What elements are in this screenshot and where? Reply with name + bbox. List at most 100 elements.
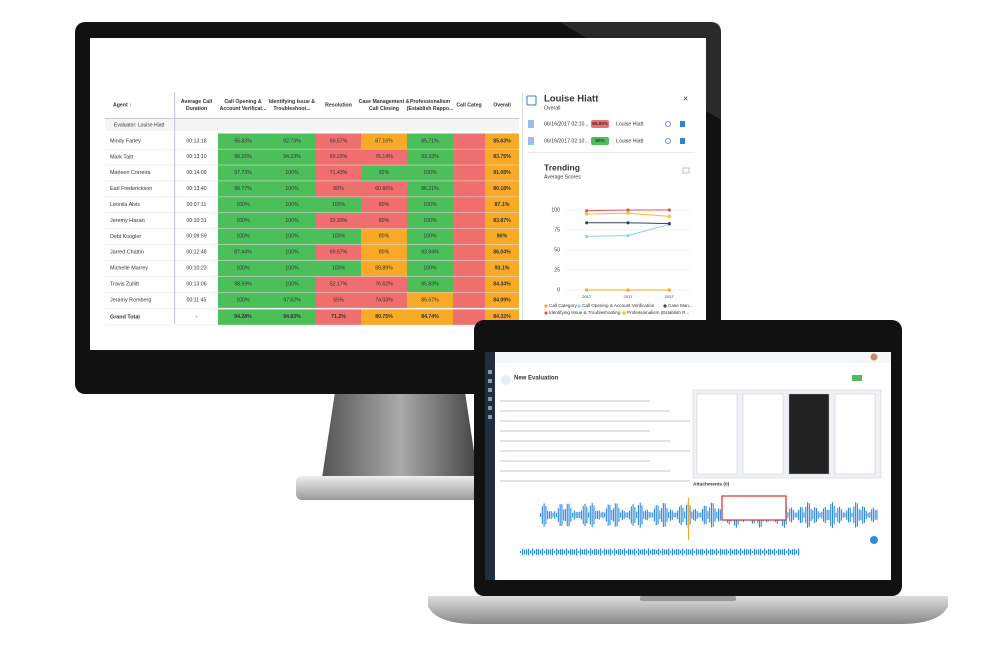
- waveform-bar: [671, 510, 673, 520]
- waveform-bar: [664, 503, 666, 527]
- score-cell: [485, 165, 519, 181]
- panel-rule: [527, 152, 695, 153]
- score-text: 86.21%: [421, 186, 439, 192]
- waveform-bar: [589, 505, 591, 525]
- mini-wave: [762, 550, 764, 554]
- waveform-bar: [616, 503, 618, 527]
- laptop-app: New Evaluation Attachments (0): [485, 352, 891, 580]
- waveform-bar: [563, 509, 565, 521]
- row-rule: [105, 324, 519, 326]
- mini-wave: [616, 549, 618, 555]
- mini-wave: [788, 548, 790, 556]
- agent-name: Earl Frederickson: [110, 186, 152, 192]
- playhead: [688, 498, 689, 540]
- overall-score: 91.08%: [493, 170, 511, 176]
- mini-wave: [636, 550, 638, 554]
- save-button[interactable]: [852, 375, 862, 381]
- waveform-bar: [666, 508, 668, 522]
- laptop-title: New Evaluation: [514, 376, 559, 382]
- waveform-bar: [668, 512, 670, 518]
- eval-chart-icon[interactable]: [680, 121, 685, 127]
- eval-view[interactable]: [665, 138, 671, 144]
- call-duration: 00:14:09: [186, 170, 206, 176]
- mini-wave: [632, 549, 634, 555]
- score-text: 69.57%: [330, 250, 348, 256]
- score-cell: [485, 181, 519, 197]
- app-topbar: [495, 352, 891, 363]
- score-cell: [361, 197, 407, 213]
- score-text: 93.94%: [421, 250, 439, 256]
- score-cell: [361, 165, 407, 181]
- chart-menu[interactable]: [682, 167, 690, 174]
- column-header: Case Management &: [359, 99, 410, 105]
- mini-wave: [540, 549, 542, 555]
- score-text: 96.77%: [234, 186, 252, 192]
- waveform-bar: [680, 504, 682, 526]
- agent-name: Grand Total: [110, 314, 140, 320]
- score-text: 100%: [285, 202, 299, 208]
- waveform-bar: [655, 505, 657, 525]
- mini-wave: [552, 548, 554, 556]
- column-header: Agent ↑: [113, 102, 132, 108]
- score-cell: [485, 133, 519, 149]
- mini-wave: [748, 549, 750, 555]
- mini-wave: [638, 548, 640, 556]
- mini-wave: [724, 549, 726, 555]
- mini-wave: [776, 550, 778, 554]
- overall-score: 80.18%: [493, 186, 511, 192]
- mini-wave: [704, 550, 706, 554]
- mini-wave: [642, 549, 644, 555]
- waveform-bar: [625, 512, 627, 518]
- score-cell: [218, 165, 268, 181]
- agent-name: Marleen Correira: [110, 170, 150, 176]
- call-duration: 00:12:48: [186, 250, 206, 256]
- waveform-bar: [705, 506, 707, 524]
- waveform-bar: [716, 511, 718, 519]
- screenshot-block: [788, 393, 830, 475]
- waveform-bar: [826, 509, 828, 521]
- user-avatar: [870, 353, 878, 361]
- column-header: Overall: [493, 102, 511, 108]
- eval-chart-icon[interactable]: [680, 138, 685, 144]
- score-text: 55%: [333, 297, 344, 303]
- score-text: 88.89%: [375, 266, 393, 272]
- waveform-bar: [789, 508, 791, 522]
- waveform-bar: [710, 502, 712, 528]
- score-cell: [407, 309, 453, 325]
- waveform-bar: [790, 507, 793, 523]
- score-text: 84.74%: [421, 314, 439, 320]
- eval-view[interactable]: [665, 121, 671, 127]
- mini-wave: [648, 548, 650, 556]
- mini-wave: [618, 549, 620, 555]
- score-text: 100%: [285, 170, 299, 176]
- overall-score: 93.1%: [495, 266, 510, 272]
- waveform-bar: [871, 509, 873, 521]
- waveform-bar: [564, 508, 567, 522]
- waveform-bar: [847, 507, 850, 523]
- screenshot-block: [742, 393, 784, 475]
- score-text: 87.44%: [234, 250, 252, 256]
- eval-score: 65.83%: [592, 121, 608, 126]
- waveform-bar: [657, 505, 659, 525]
- score-text: 100%: [332, 234, 346, 240]
- mini-wave: [626, 550, 628, 554]
- close-button[interactable]: ×: [683, 93, 688, 103]
- score-cell: [453, 276, 485, 292]
- waveform-bar: [701, 508, 704, 522]
- score-text: 80.75%: [375, 314, 393, 320]
- waveform-bar: [637, 505, 639, 525]
- mini-wave: [600, 548, 602, 556]
- score-text: 71.2%: [331, 314, 346, 320]
- waveform-bar: [643, 511, 645, 519]
- score-cell: [268, 213, 316, 229]
- mini-wave: [768, 548, 770, 556]
- panel-subtitle: Overall: [544, 105, 560, 111]
- waveform-bar: [815, 507, 817, 523]
- screenshot-block: [696, 393, 738, 475]
- mini-wave: [568, 550, 570, 554]
- waveform-bar: [540, 513, 542, 517]
- fab-button[interactable]: [870, 536, 878, 544]
- mini-wave: [716, 548, 718, 556]
- column-header: Call Opening &: [224, 99, 261, 105]
- mini-wave: [524, 549, 526, 555]
